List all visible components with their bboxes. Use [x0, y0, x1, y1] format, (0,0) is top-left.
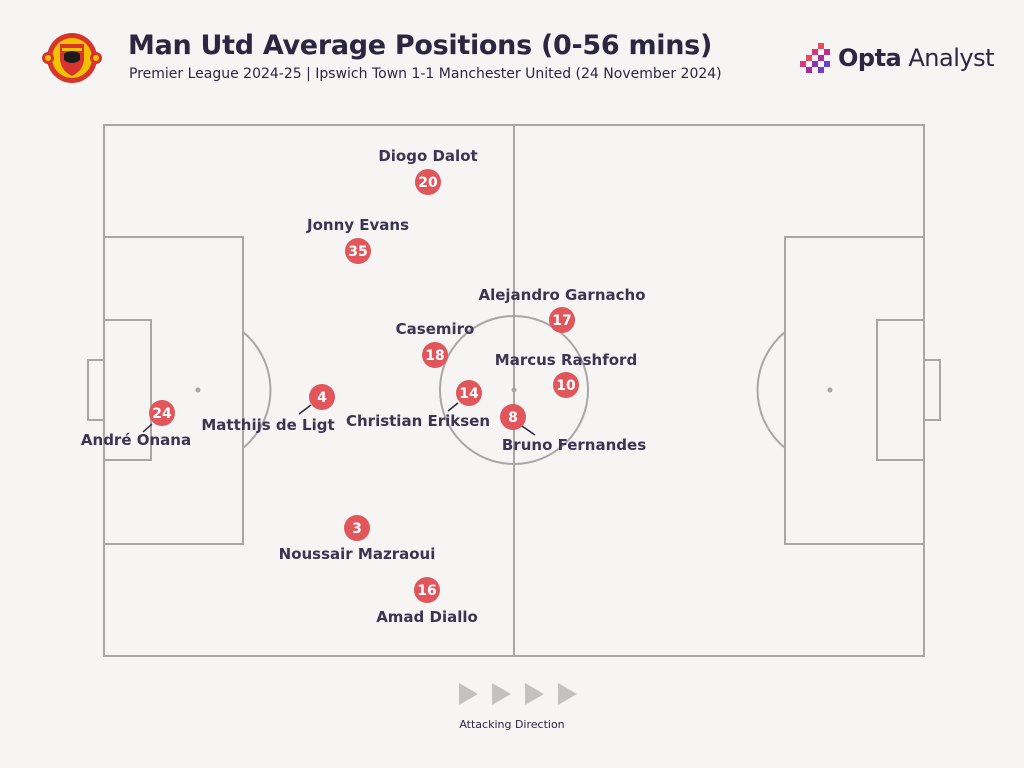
direction-arrow-icon — [459, 683, 478, 705]
player-position-dot — [553, 372, 579, 398]
players-layer: 20 Diogo Dalot 35 Jonny Evans 17 Alejandro Ga… — [81, 147, 646, 626]
player-position-dot — [456, 380, 482, 406]
player-label-leader-line — [521, 425, 536, 436]
player-position-dot — [345, 238, 371, 264]
player-marker: 24 André Onana — [81, 400, 191, 449]
left-penalty-area — [103, 236, 244, 545]
player-name: Matthijs de Ligt — [201, 416, 334, 434]
player-position-dot — [414, 577, 440, 603]
player-position-dot — [422, 342, 448, 368]
player-number: 4 — [317, 390, 327, 406]
player-name: Noussair Mazraoui — [279, 545, 436, 563]
player-name: Diogo Dalot — [378, 147, 477, 165]
player-name: Bruno Fernandes — [502, 436, 646, 454]
player-name: Alejandro Garnacho — [478, 286, 645, 304]
player-label-leader-line — [142, 423, 153, 433]
player-position-dot — [415, 169, 441, 195]
player-marker: 16 Amad Diallo — [376, 577, 478, 626]
direction-arrow-icon — [558, 683, 577, 705]
attacking-direction-arrows — [459, 683, 577, 705]
opta-logo-icon — [800, 43, 830, 73]
player-name: André Onana — [81, 431, 191, 449]
player-label-leader-line — [298, 404, 312, 415]
player-marker: 4 Matthijs de Ligt — [201, 384, 335, 434]
brand-name: Opta Analyst — [838, 44, 994, 72]
left-penalty-spot — [195, 387, 201, 393]
player-number: 10 — [556, 378, 576, 394]
player-marker: 10 Marcus Rashford — [495, 351, 637, 398]
player-name: Christian Eriksen — [346, 412, 490, 430]
right-penalty-area — [784, 236, 925, 545]
player-number: 3 — [352, 521, 362, 537]
brand-name-rest: Analyst — [901, 44, 994, 72]
player-name: Amad Diallo — [376, 608, 478, 626]
attacking-direction-label: Attacking Direction — [459, 718, 565, 731]
player-number: 35 — [348, 244, 367, 260]
direction-arrow-icon — [492, 683, 511, 705]
player-marker: 17 Alejandro Garnacho — [478, 286, 646, 333]
page-title: Man Utd Average Positions (0-56 mins) — [128, 30, 712, 61]
player-position-dot — [344, 515, 370, 541]
centre-circle — [439, 315, 589, 465]
left-goal — [87, 359, 105, 421]
right-six-yard-box — [876, 319, 925, 461]
brand-logo: Opta Analyst — [798, 40, 994, 76]
player-marker: 3 Noussair Mazraoui — [279, 515, 436, 563]
player-name: Casemiro — [396, 320, 475, 338]
centre-spot — [511, 387, 517, 393]
direction-arrow-icon — [525, 683, 544, 705]
player-number: 20 — [418, 175, 438, 191]
player-marker: 8 Bruno Fernandes — [500, 404, 646, 454]
player-marker: 14 Christian Eriksen — [346, 380, 490, 430]
player-marker: 20 Diogo Dalot — [378, 147, 478, 195]
page-subtitle: Premier League 2024-25 | Ipswich Town 1-… — [129, 66, 722, 82]
player-position-dot — [149, 400, 175, 426]
player-position-dot — [549, 307, 575, 333]
player-number: 16 — [417, 583, 436, 599]
player-number: 17 — [552, 313, 571, 329]
player-number: 18 — [425, 348, 444, 364]
right-penalty-spot — [827, 387, 833, 393]
pitch-markings — [87, 124, 941, 657]
player-number: 24 — [152, 406, 172, 422]
player-position-dot — [309, 384, 335, 410]
brand-name-bold: Opta — [838, 44, 902, 72]
player-number: 14 — [459, 386, 479, 402]
player-label-leader-line — [447, 402, 459, 412]
player-marker: 35 Jonny Evans — [306, 216, 409, 264]
player-name: Jonny Evans — [306, 216, 409, 234]
player-position-dot — [500, 404, 526, 430]
left-penalty-arc — [242, 331, 272, 449]
player-marker: 18 Casemiro — [396, 320, 475, 368]
right-penalty-arc — [756, 331, 786, 449]
club-crest-icon — [42, 33, 102, 83]
right-goal — [923, 359, 941, 421]
player-number: 8 — [508, 410, 518, 426]
player-name: Marcus Rashford — [495, 351, 637, 369]
